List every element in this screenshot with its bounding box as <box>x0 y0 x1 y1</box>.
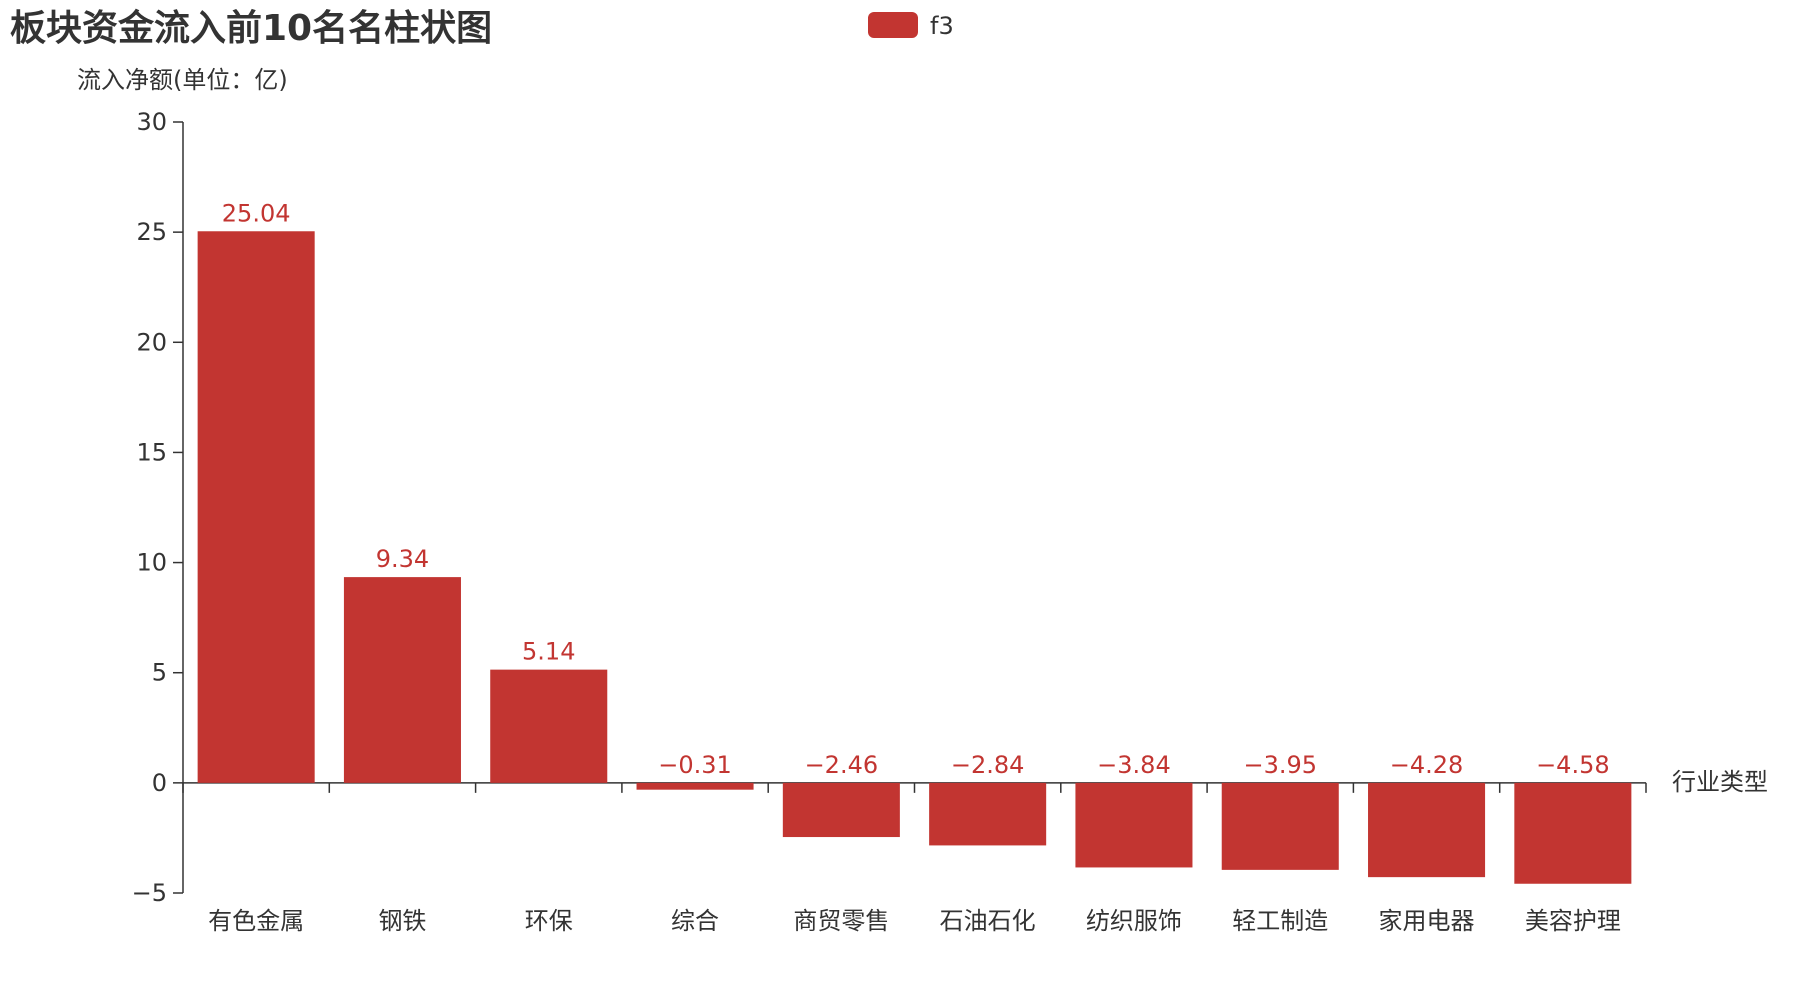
data-label: −4.28 <box>1390 751 1464 779</box>
data-label: 25.04 <box>222 199 291 227</box>
x-tick-label: 美容护理 <box>1525 907 1621 935</box>
y-tick-label: −5 <box>132 879 167 907</box>
x-tick-label: 轻工制造 <box>1232 907 1328 935</box>
y-tick-label: 15 <box>136 438 167 466</box>
legend-swatch-f3[interactable] <box>868 12 918 38</box>
x-tick-label: 综合 <box>671 907 719 935</box>
x-tick-label: 商贸零售 <box>793 907 889 935</box>
data-label: −3.95 <box>1243 751 1317 779</box>
bar[interactable] <box>1075 782 1193 868</box>
bars <box>197 231 1632 884</box>
data-label: −0.31 <box>658 751 732 779</box>
data-label: −2.46 <box>805 751 879 779</box>
data-label: −2.84 <box>951 751 1025 779</box>
y-tick-label: 20 <box>136 328 167 356</box>
chart-title: 板块资金流入前10名名柱状图 <box>10 7 492 49</box>
data-label: −4.58 <box>1536 751 1610 779</box>
x-axis-name: 行业类型 <box>1672 768 1768 796</box>
y-tick-label: 25 <box>136 218 167 246</box>
x-tick-label: 石油石化 <box>940 907 1036 935</box>
bar[interactable] <box>490 669 608 783</box>
x-tick-label: 环保 <box>525 907 573 935</box>
x-tick-label: 钢铁 <box>378 907 426 935</box>
x-tick-label: 家用电器 <box>1379 907 1475 935</box>
y-axis-name: 流入净额(单位：亿) <box>77 66 288 94</box>
bar[interactable] <box>929 782 1047 846</box>
legend[interactable]: f3 <box>868 12 954 40</box>
y-tick-label: 0 <box>152 769 167 797</box>
x-tick-label: 有色金属 <box>208 907 304 935</box>
data-labels: 25.04 9.34 5.14 −0.31 −2.46 −2.84 −3.84 −3.95 −4… <box>222 199 1610 779</box>
bar[interactable] <box>1514 782 1632 884</box>
bar[interactable] <box>782 782 900 838</box>
bar[interactable] <box>636 782 754 790</box>
bar[interactable] <box>343 577 461 783</box>
legend-label-f3[interactable]: f3 <box>930 12 954 40</box>
data-label: 9.34 <box>376 545 429 573</box>
bar[interactable] <box>1368 782 1486 878</box>
x-tick-label: 纺织服饰 <box>1086 907 1182 935</box>
data-label: 5.14 <box>522 638 575 666</box>
bar[interactable] <box>1221 782 1339 870</box>
y-tick-label: 30 <box>136 108 167 136</box>
data-label: −3.84 <box>1097 751 1171 779</box>
bar[interactable] <box>197 231 315 783</box>
y-tick-label: 5 <box>152 659 167 687</box>
y-tick-label: 10 <box>136 549 167 577</box>
